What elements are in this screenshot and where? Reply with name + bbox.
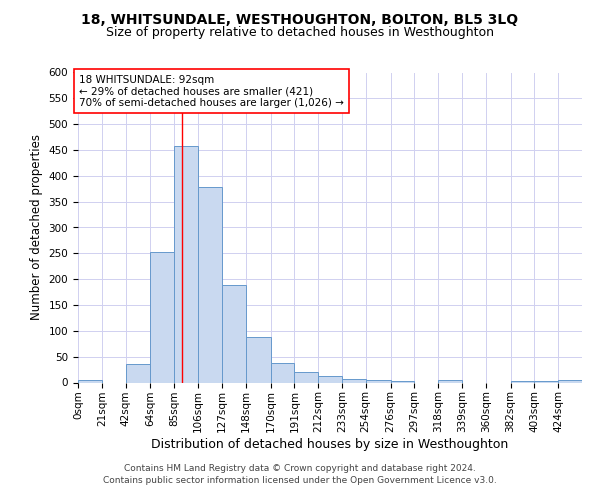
Bar (391, 381, 415, 382)
Bar (295, 372, 318, 382)
Bar (342, 380, 365, 382)
Bar (511, 381, 535, 382)
Bar (438, 380, 462, 382)
X-axis label: Distribution of detached houses by size in Westhoughton: Distribution of detached houses by size … (151, 438, 509, 451)
Bar (271, 364, 295, 382)
Text: 18 WHITSUNDALE: 92sqm
← 29% of detached houses are smaller (421)
70% of semi-det: 18 WHITSUNDALE: 92sqm ← 29% of detached … (79, 74, 344, 108)
Text: Contains HM Land Registry data © Crown copyright and database right 2024.: Contains HM Land Registry data © Crown c… (124, 464, 476, 473)
Bar (151, 252, 174, 382)
Text: 18, WHITSUNDALE, WESTHOUGHTON, BOLTON, BL5 3LQ: 18, WHITSUNDALE, WESTHOUGHTON, BOLTON, B… (82, 12, 518, 26)
Bar (245, 337, 271, 382)
Bar (222, 286, 245, 382)
Bar (198, 187, 222, 382)
Bar (78, 380, 102, 382)
Bar (174, 146, 198, 382)
Bar (365, 380, 391, 382)
Y-axis label: Number of detached properties: Number of detached properties (30, 134, 43, 320)
Bar (318, 376, 342, 382)
Text: Size of property relative to detached houses in Westhoughton: Size of property relative to detached ho… (106, 26, 494, 39)
Bar (125, 364, 151, 382)
Bar (535, 381, 558, 382)
Text: Contains public sector information licensed under the Open Government Licence v3: Contains public sector information licen… (103, 476, 497, 485)
Bar (558, 380, 582, 382)
